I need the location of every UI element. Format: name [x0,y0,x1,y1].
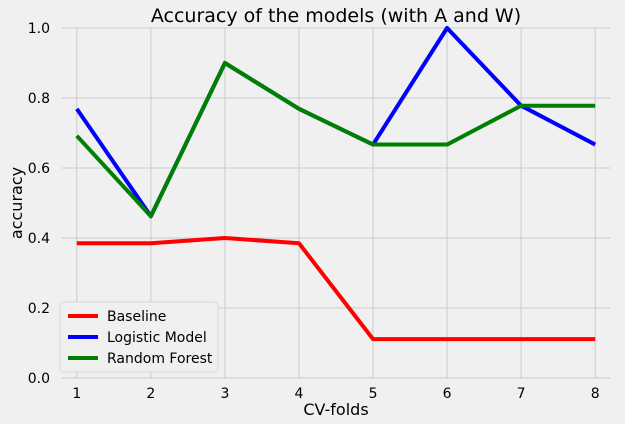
x-tick-label: 7 [517,386,526,402]
legend-box [59,301,219,373]
series-lines [75,26,597,342]
series-line-0 [76,236,596,342]
y-tick-label: 1.0 [28,21,50,37]
legend-label: Random Forest [107,351,213,367]
x-tick-labels: 1 2 3 4 5 6 7 8 [72,386,599,402]
x-tick-label: 2 [146,386,155,402]
legend-label: Logistic Model [107,330,207,346]
y-tick-label: 0.6 [28,161,50,177]
legend: Baseline Logistic Model Random Forest [59,301,219,373]
x-axis-label: CV-folds [303,400,368,419]
x-tick-label: 1 [72,386,81,402]
series-line-2 [75,61,596,219]
x-tick-label: 8 [591,386,600,402]
y-tick-label: 0.0 [28,371,50,387]
x-tick-label: 5 [369,386,378,402]
y-tick-label: 0.4 [28,231,50,247]
y-tick-label: 0.2 [28,301,50,317]
y-tick-labels: 0.0 0.2 0.4 0.6 0.8 1.0 [28,21,50,387]
x-tick-label: 4 [295,386,304,402]
grid-lines [62,27,610,379]
legend-label: Baseline [107,309,166,325]
x-tick-label: 6 [443,386,452,402]
chart-title: Accuracy of the models (with A and W) [151,5,521,27]
y-tick-label: 0.8 [28,91,50,107]
x-tick-label: 3 [220,386,229,402]
series-line-1 [75,26,597,219]
y-axis-label: accuracy [7,167,26,239]
